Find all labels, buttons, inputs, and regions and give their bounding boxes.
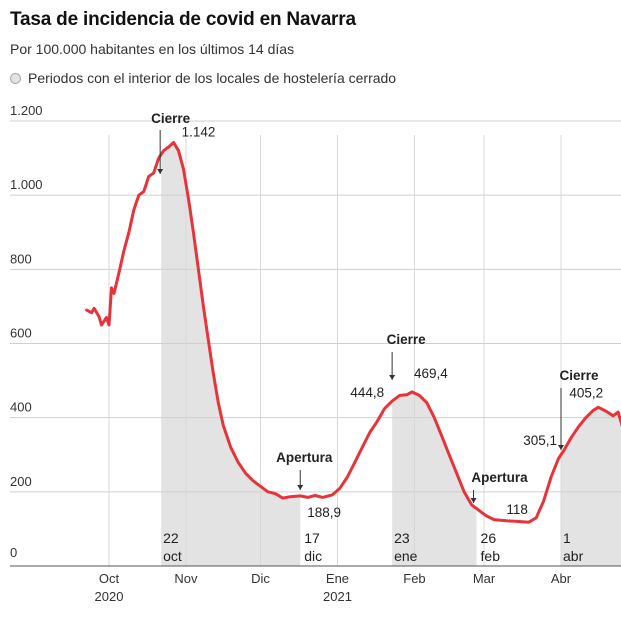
- x-tick-label: Abr: [551, 571, 572, 586]
- period-end-day: 26: [481, 530, 497, 546]
- annotation-label: Cierre: [151, 111, 191, 126]
- value-label: 1.142: [182, 125, 216, 140]
- period-start-month: ene: [394, 548, 418, 564]
- x-tick-label: Dic: [251, 571, 270, 586]
- period-start-day: 23: [394, 530, 410, 546]
- y-tick-label: 1.000: [10, 177, 43, 192]
- period-start-day: 1: [563, 530, 571, 546]
- legend: Periodos con el interior de los locales …: [10, 70, 396, 86]
- period-start-day: 22: [163, 530, 179, 546]
- period-end-month: dic: [304, 548, 322, 564]
- x-tick-label: Ene: [326, 571, 349, 586]
- annotation-arrow-head: [558, 445, 564, 450]
- x-tick-year-label: 2021: [323, 589, 352, 604]
- annotation-arrow-head: [470, 498, 477, 503]
- chart-subtitle: Por 100.000 habitantes en los últimos 14…: [10, 41, 295, 57]
- legend-swatch: [10, 72, 21, 84]
- annotation-arrow-head: [157, 169, 164, 174]
- value-label: 305,1: [523, 433, 557, 448]
- annotation-arrow-head: [389, 375, 396, 380]
- value-label: 405,2: [569, 386, 603, 401]
- x-tick-label: Oct: [99, 571, 120, 586]
- closed-period-shade-1: [161, 142, 301, 566]
- annotation-label: Apertura: [276, 450, 333, 465]
- y-tick-label: 400: [10, 400, 32, 415]
- y-tick-label: 600: [10, 326, 32, 341]
- value-label: 188,9: [307, 505, 341, 520]
- y-tick-label: 800: [10, 251, 32, 266]
- y-tick-label: 1.200: [10, 103, 43, 118]
- y-tick-label: 200: [10, 474, 32, 489]
- value-label: 118: [506, 502, 528, 517]
- value-label: 444,8: [350, 385, 384, 400]
- x-tick-label: Nov: [174, 571, 198, 586]
- annotation-arrow-head: [297, 485, 304, 490]
- x-tick-year-label: 2020: [95, 589, 124, 604]
- x-tick-label: Mar: [473, 571, 496, 586]
- annotation-label: Cierre: [559, 368, 599, 383]
- annotation-label: Cierre: [387, 332, 427, 347]
- closed-period-shade-3: [561, 407, 621, 566]
- incidence-line: [85, 141, 621, 524]
- y-tick-label: 0: [10, 545, 17, 560]
- period-end-month: feb: [481, 548, 501, 564]
- value-label: 469,4: [414, 366, 448, 381]
- period-end-day: 17: [304, 530, 320, 546]
- closed-period-shade-2: [392, 391, 477, 566]
- annotation-label: Apertura: [471, 470, 528, 485]
- chart-title: Tasa de incidencia de covid en Navarra: [10, 9, 356, 30]
- period-start-month: abr: [563, 548, 584, 564]
- legend-label: Periodos con el interior de los locales …: [28, 70, 397, 86]
- x-tick-label: Feb: [403, 571, 425, 586]
- period-start-month: oct: [163, 548, 182, 564]
